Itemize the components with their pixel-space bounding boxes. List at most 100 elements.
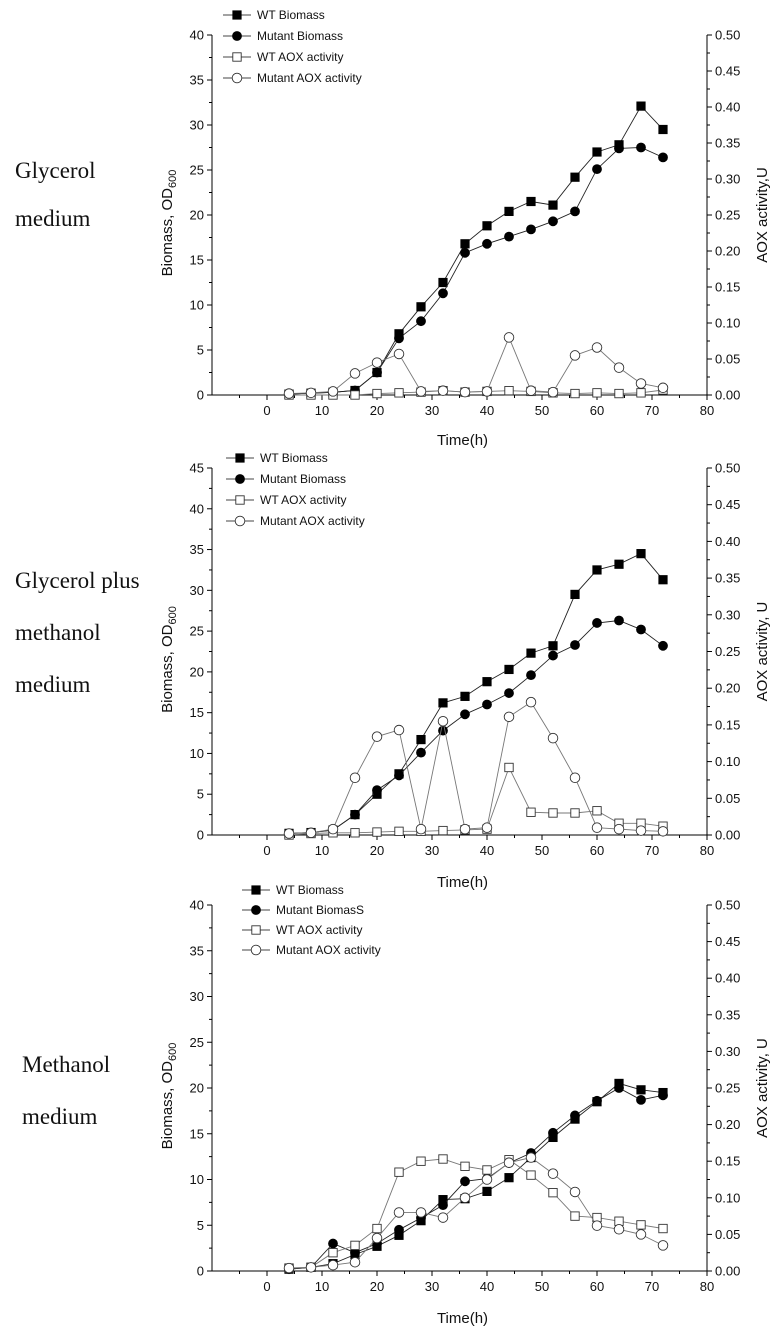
legend-marker: [232, 52, 242, 62]
data-point: [592, 388, 602, 398]
data-point: [592, 147, 602, 157]
y2-tick-label: 0.30: [715, 607, 740, 622]
data-point: [614, 388, 624, 399]
legend-item: Mutant AOX activity: [242, 943, 381, 957]
legend-item: Mutant AOX activity: [223, 71, 362, 85]
x-tick-label: 10: [315, 1279, 329, 1294]
series-line: [288, 1157, 664, 1269]
x-axis-title: Time(h): [437, 432, 488, 449]
legend-marker: [235, 474, 245, 484]
y-axis-title-subscript: 600: [167, 606, 179, 624]
legend-label: Mutant AOX activity: [260, 514, 365, 528]
data-point: [372, 388, 382, 399]
data-point: [504, 664, 514, 675]
data-point: [415, 823, 427, 835]
legend-item: WT AOX activity: [242, 923, 362, 937]
data-point: [415, 1207, 427, 1218]
y2-tick-label: 0.00: [715, 828, 740, 843]
data-point: [570, 640, 580, 650]
legend-label: WT AOX activity: [260, 493, 346, 507]
data-point: [547, 386, 559, 398]
data-point: [394, 770, 404, 781]
y-tick-label: 10: [190, 298, 204, 313]
data-point: [416, 302, 426, 312]
data-point: [526, 670, 536, 681]
data-point: [482, 221, 492, 231]
data-point: [349, 772, 361, 783]
data-point: [635, 378, 647, 389]
y2-tick-label: 0.20: [715, 681, 740, 696]
data-point: [416, 316, 426, 327]
legend-item: WT AOX activity: [223, 50, 343, 64]
data-point: [525, 385, 537, 396]
y2-tick-label: 0.45: [715, 934, 740, 949]
y2-tick-label: 0.35: [715, 136, 740, 151]
y2-axis-title: AOX activity, U: [754, 1038, 771, 1138]
x-tick-label: 80: [700, 1279, 714, 1294]
y2-tick-label: 0.25: [715, 208, 740, 223]
chart-panel-3: Methanol medium 0 10 20 30 40 50 60 70 80 0 5 10 15 20 2…: [22, 883, 771, 1327]
data-point: [636, 142, 646, 153]
data-point: [394, 826, 404, 836]
series-1: [284, 615, 668, 839]
y2-tick-label: 0.10: [715, 1190, 740, 1205]
data-point: [327, 386, 339, 397]
data-point: [438, 698, 448, 708]
legend-marker: [251, 925, 261, 935]
y-tick-label: 35: [190, 542, 204, 557]
series-line: [288, 553, 664, 834]
x-tick-label: 30: [425, 843, 439, 858]
data-point: [504, 386, 514, 396]
data-point: [459, 1192, 471, 1204]
data-point: [658, 640, 668, 651]
data-point: [349, 368, 361, 379]
data-point: [350, 1240, 360, 1251]
x-tick-label: 70: [645, 843, 659, 858]
legend-item: WT Biomass: [226, 451, 328, 465]
data-point: [350, 390, 360, 400]
data-point: [394, 1224, 404, 1235]
data-point: [570, 172, 580, 182]
legend-item: Mutant Biomass: [223, 29, 343, 43]
data-point: [416, 1156, 426, 1166]
data-point: [592, 1095, 602, 1106]
data-point: [657, 826, 669, 837]
y2-tick-label: 0.40: [715, 100, 740, 115]
y2-tick-label: 0.50: [715, 461, 740, 476]
data-point: [658, 1090, 668, 1101]
y-tick-label: 25: [190, 624, 204, 639]
x-axis-title: Time(h): [437, 1310, 488, 1327]
y2-tick-label: 0.00: [715, 388, 740, 403]
data-point: [460, 247, 470, 258]
data-point: [591, 1220, 603, 1231]
data-point: [371, 357, 383, 368]
data-point: [350, 809, 360, 820]
legend-item: WT Biomass: [242, 883, 344, 897]
y-tick-label: 5: [197, 787, 204, 802]
x-tick-label: 10: [315, 403, 329, 418]
legend-label: WT AOX activity: [276, 923, 362, 937]
series-line: [288, 105, 664, 395]
y-tick-label: 5: [197, 1218, 204, 1233]
legend-marker: [232, 10, 242, 20]
data-point: [482, 677, 492, 687]
x-tick-label: 70: [645, 403, 659, 418]
y-tick-label: 20: [190, 664, 204, 679]
data-point: [328, 1238, 338, 1249]
data-point: [393, 724, 405, 736]
y2-tick-label: 0.45: [715, 64, 740, 79]
x-tick-label: 0: [263, 403, 270, 418]
data-point: [548, 216, 558, 227]
y-axis-title-subscript: 600: [167, 170, 179, 188]
data-point: [636, 549, 646, 559]
y2-tick-label: 0.15: [715, 280, 740, 295]
data-point: [482, 1186, 492, 1196]
data-point: [460, 691, 470, 701]
data-point: [305, 1262, 317, 1273]
y2-tick-label: 0.15: [715, 1154, 740, 1169]
x-tick-label: 30: [425, 1279, 439, 1294]
y-tick-label: 25: [190, 1035, 204, 1050]
legend-marker: [235, 453, 245, 463]
legend-item: WT AOX activity: [226, 493, 346, 507]
